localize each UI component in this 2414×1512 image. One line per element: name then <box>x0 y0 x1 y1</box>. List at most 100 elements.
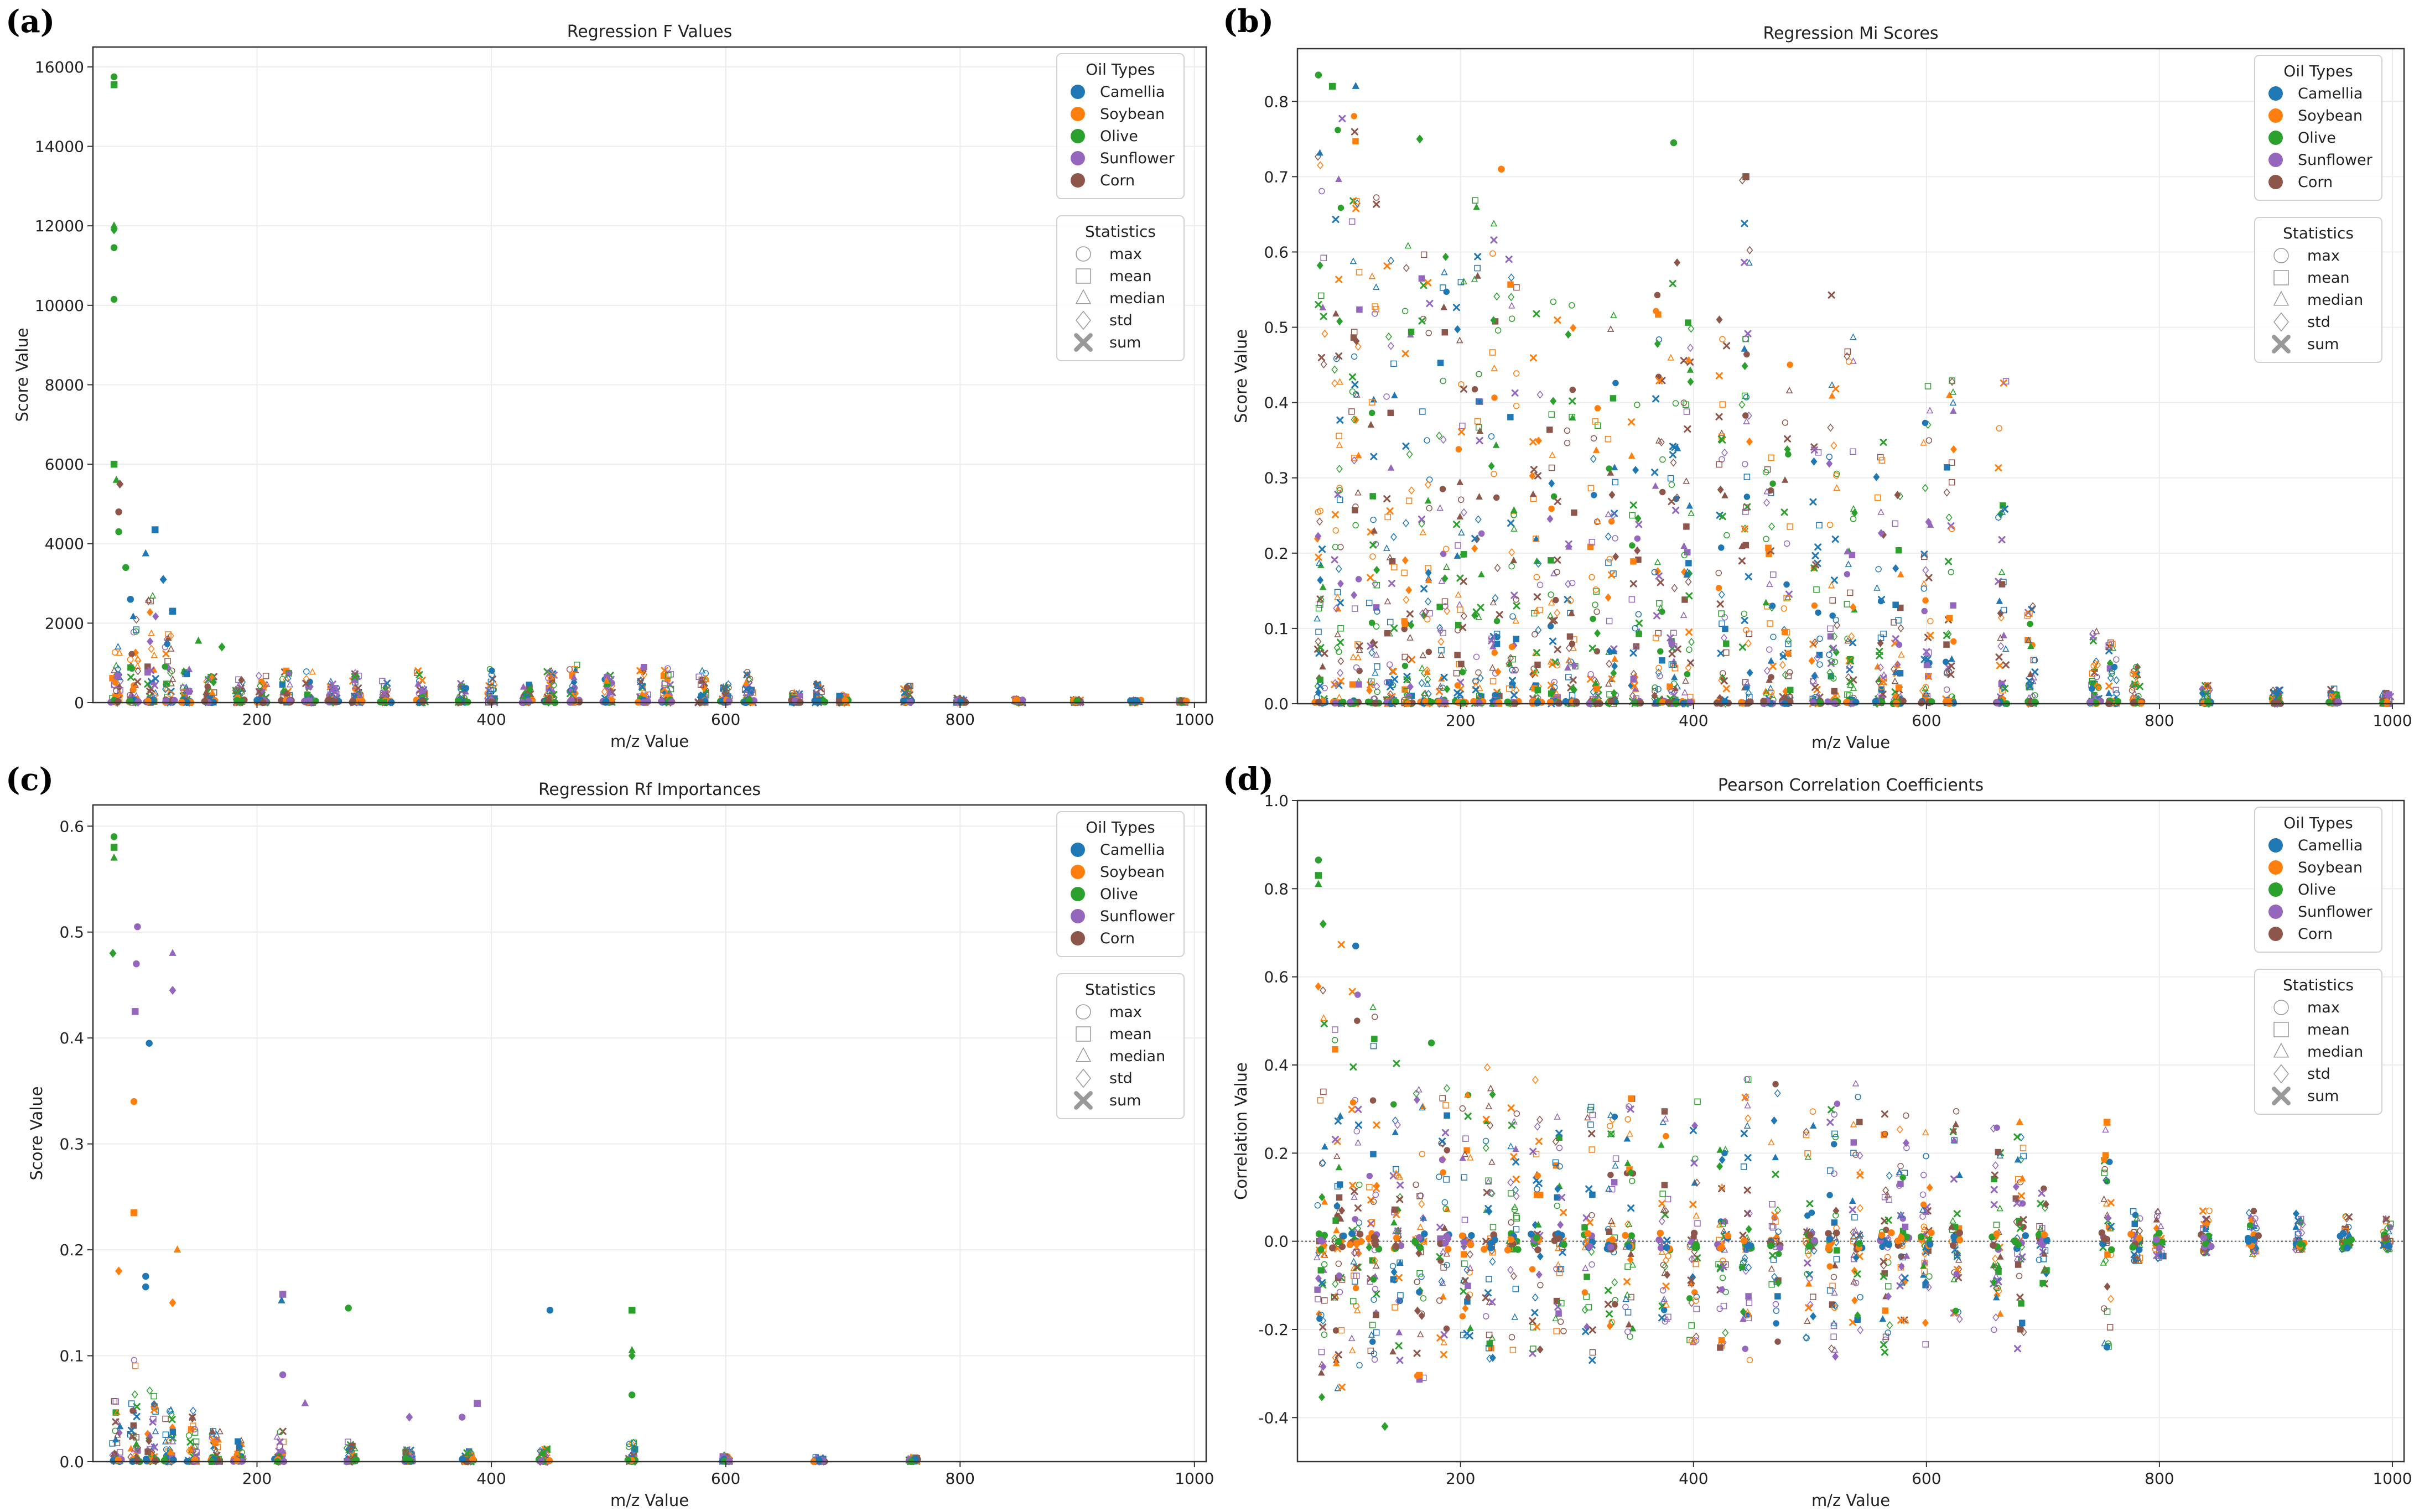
legend-swatch <box>1071 865 1085 879</box>
data-point <box>1476 437 1483 444</box>
data-point <box>1315 637 1322 646</box>
data-point <box>1629 580 1637 588</box>
data-point <box>111 649 118 656</box>
peak-cluster <box>1366 1003 1383 1363</box>
y-tick-label: 0 <box>74 694 84 712</box>
data-point <box>957 698 964 705</box>
data-point <box>1460 551 1467 558</box>
data-point-stroke <box>1780 508 1788 516</box>
data-point <box>1605 435 1612 443</box>
x-tick-label: 600 <box>711 1469 740 1488</box>
data-point <box>1368 619 1375 626</box>
data-point <box>1351 1187 1358 1195</box>
data-point <box>1318 1393 1325 1401</box>
data-point <box>574 662 580 668</box>
data-point <box>1811 552 1819 559</box>
peak-cluster <box>1329 941 1347 1391</box>
data-point <box>1513 602 1520 610</box>
data-point <box>1320 313 1327 320</box>
data-point <box>151 682 159 689</box>
data-point <box>1738 557 1746 565</box>
data-point <box>1927 631 1934 639</box>
data-point <box>748 687 755 693</box>
chart-panel-b: (b)200 400 600 800 10000.00.10.20.30.40.50.6… <box>1223 3 2412 752</box>
data-point <box>133 1457 141 1464</box>
peak-cluster <box>953 694 969 707</box>
data-point-stroke <box>1383 262 1391 270</box>
data-point <box>1850 684 1857 691</box>
data-point-stroke <box>1635 521 1643 528</box>
data-point <box>1510 691 1518 699</box>
data-point <box>1996 597 2003 604</box>
data-point <box>1321 1297 1328 1304</box>
data-point <box>130 1098 138 1105</box>
data-point <box>1875 566 1882 573</box>
peak-cluster <box>1808 443 1825 708</box>
data-point <box>1336 433 1342 439</box>
data-point-stroke <box>1383 495 1391 503</box>
data-point <box>1351 381 1359 388</box>
data-point <box>150 1393 157 1400</box>
peak-cluster <box>599 672 616 706</box>
data-point <box>1387 464 1395 471</box>
data-point <box>1338 1383 1346 1391</box>
data-point <box>1335 1260 1342 1267</box>
data-point <box>1369 1097 1377 1104</box>
data-point <box>1349 681 1356 688</box>
data-point <box>1316 682 1324 690</box>
data-point <box>130 686 137 693</box>
data-point <box>129 612 137 619</box>
data-point <box>1610 395 1617 402</box>
data-point <box>1475 669 1482 676</box>
data-point <box>1717 485 1724 494</box>
legend-label: mean <box>1109 268 1152 285</box>
data-point <box>1770 633 1777 641</box>
data-point <box>1510 524 1518 532</box>
peak-cluster <box>810 1453 828 1466</box>
data-point <box>1815 609 1821 616</box>
data-point <box>1318 545 1326 553</box>
data-point <box>1629 542 1636 549</box>
data-point <box>233 697 241 704</box>
data-point <box>309 668 316 675</box>
data-point <box>279 1291 287 1298</box>
data-point <box>1769 480 1776 487</box>
legend-label: Soybean <box>1100 106 1165 123</box>
data-point <box>2002 645 2010 652</box>
data-point <box>546 669 553 676</box>
data-point <box>1680 611 1688 618</box>
chart-panel-a: (a)200 400 600 800 1000020004000600080001000… <box>6 3 1214 751</box>
data-point <box>255 688 263 695</box>
peak-cluster <box>1470 197 1487 707</box>
data-point <box>1634 535 1641 542</box>
y-tick-label: 0.3 <box>1264 469 1289 487</box>
data-point <box>1605 593 1612 602</box>
data-point <box>256 682 263 690</box>
data-point-stroke <box>1588 645 1596 652</box>
data-point <box>743 685 750 693</box>
data-point-stroke <box>302 679 310 687</box>
data-point-stroke <box>1316 682 1324 690</box>
data-point <box>1369 493 1376 500</box>
data-point <box>1874 663 1881 670</box>
data-point <box>458 1414 466 1421</box>
legend-label: mean <box>2307 269 2350 287</box>
data-point-stroke <box>1336 599 1344 607</box>
data-point <box>1533 535 1540 542</box>
data-point <box>1653 612 1660 620</box>
data-point-stroke <box>1635 619 1643 627</box>
chart-panel-c: (c)200 400 600 800 10000.00.10.20.30.40.50.6… <box>6 761 1214 1510</box>
peak-cluster <box>1737 176 1754 707</box>
legend-label: Corn <box>2298 174 2333 191</box>
data-point <box>210 678 217 687</box>
data-point <box>1654 340 1661 348</box>
data-point <box>2130 699 2137 706</box>
data-point-stroke <box>1496 611 1503 619</box>
data-point-stroke <box>1460 578 1467 585</box>
data-point <box>1315 1296 1321 1303</box>
y-tick-label: 0.0 <box>59 1453 84 1471</box>
data-point <box>205 675 212 684</box>
data-point <box>1534 699 1541 706</box>
data-point <box>1844 571 1851 578</box>
data-point <box>1419 408 1426 415</box>
